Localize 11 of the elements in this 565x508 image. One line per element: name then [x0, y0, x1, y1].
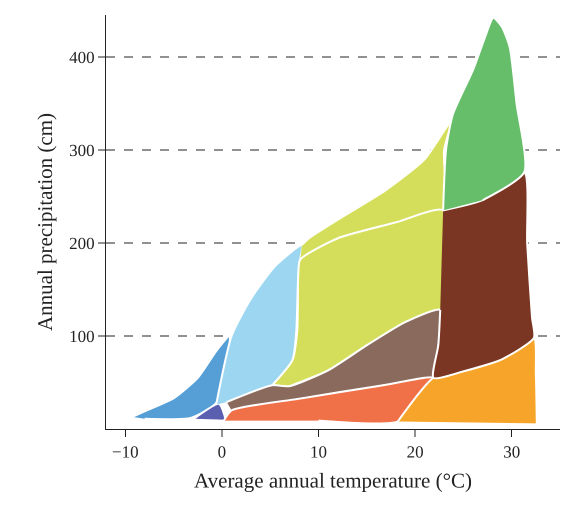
x-tick-label: −10 — [112, 442, 139, 462]
y-tick-label: 100 — [69, 326, 95, 346]
x-axis-title: Average annual temperature (°C) — [194, 468, 472, 493]
y-tick-label: 400 — [69, 48, 95, 67]
x-tick-label: 30 — [503, 442, 520, 462]
x-tick-label: 20 — [406, 442, 424, 462]
y-tick-label: 200 — [69, 234, 95, 253]
y-tick-label: 300 — [69, 140, 95, 160]
x-tick-label: 0 — [218, 442, 226, 462]
y-axis-title: Annual precipitation (cm) — [33, 112, 58, 332]
x-tick-label: 10 — [310, 442, 328, 462]
